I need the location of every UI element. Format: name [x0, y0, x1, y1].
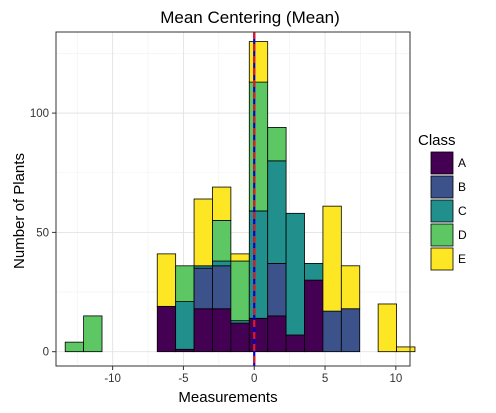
x-tick-label: -5: [178, 373, 188, 385]
y-tick-label: 0: [43, 347, 49, 359]
bar-segment-B: [322, 310, 342, 353]
bar-segment-D: [267, 127, 287, 162]
y-axis-label: Number of Plants: [11, 153, 28, 269]
legend-key-C: [430, 199, 454, 223]
mean-line: [55, 31, 411, 367]
bar-segment-E: [396, 346, 416, 353]
bar-segment-E: [230, 253, 250, 262]
bar-segment-E: [193, 198, 213, 267]
bar-segment-E: [248, 41, 269, 83]
bar-segment-C: [267, 160, 287, 264]
bar-segment-A: [267, 315, 287, 353]
bar-segment-D: [83, 315, 103, 353]
y-tick-label: 100: [30, 108, 49, 120]
bar-segment-E: [322, 205, 342, 312]
bar-segment-A: [248, 317, 269, 353]
x-axis-ticks: -10 -5 0 5 10: [104, 366, 402, 385]
y-axis-ticks: 0 50 100: [30, 108, 56, 359]
bar-segment-D: [248, 81, 269, 212]
x-tick-label: 5: [322, 373, 328, 385]
panel-border: [55, 31, 411, 367]
bar-segment-B: [212, 265, 232, 310]
bar-segment-A: [193, 308, 213, 353]
legend-key-E: [430, 247, 454, 271]
bar-segment-B: [193, 267, 213, 310]
x-axis-label: Measurements: [178, 389, 277, 406]
bar-segment-A: [156, 305, 177, 353]
legend-label-D: D: [458, 228, 467, 242]
legend-key-D: [430, 223, 454, 247]
bar-segment-A: [230, 322, 250, 353]
bar-segment-C: [304, 263, 324, 281]
bar-segment-A: [212, 308, 232, 353]
bar-segment-D: [175, 265, 195, 302]
legend-label-E: E: [458, 252, 466, 266]
bar-segment-A: [304, 279, 324, 353]
bar-segment-C: [248, 210, 269, 319]
x-tick-label: 10: [389, 373, 402, 385]
bar-segment-C: [175, 301, 195, 350]
legend-title: Class: [418, 132, 456, 149]
bar-segment-C: [212, 260, 232, 267]
bar-segment-D: [64, 341, 85, 353]
bar-segment-B: [267, 263, 287, 317]
bar-segment-D: [230, 260, 250, 322]
legend-label-B: B: [458, 180, 466, 194]
bar-segment-E: [156, 253, 177, 307]
x-tick-label: 0: [251, 373, 257, 385]
legend-key-A: [430, 151, 454, 175]
bar-segment-A: [285, 334, 305, 353]
chart-title: Mean Centering (Mean): [160, 8, 340, 27]
legend-key-B: [430, 175, 454, 199]
bar-segment-B: [340, 308, 361, 353]
y-tick-label: 50: [36, 227, 49, 239]
bar-segment-D: [212, 220, 232, 262]
legend-label-A: A: [458, 156, 466, 170]
bar-segment-E: [377, 303, 397, 353]
bar-segment-E: [340, 265, 361, 310]
bar-segment-E: [212, 186, 232, 221]
bars: [64, 41, 416, 353]
legend-label-C: C: [458, 204, 467, 218]
bar-segment-C: [285, 212, 305, 336]
x-tick-label: -10: [104, 373, 121, 385]
